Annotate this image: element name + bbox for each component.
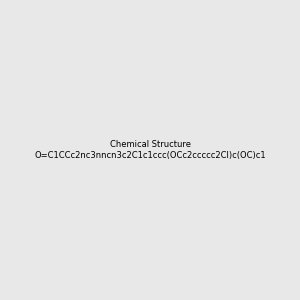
- Text: Chemical Structure
O=C1CCc2nc3nncn3c2C1c1ccc(OCc2ccccc2Cl)c(OC)c1: Chemical Structure O=C1CCc2nc3nncn3c2C1c…: [34, 140, 266, 160]
